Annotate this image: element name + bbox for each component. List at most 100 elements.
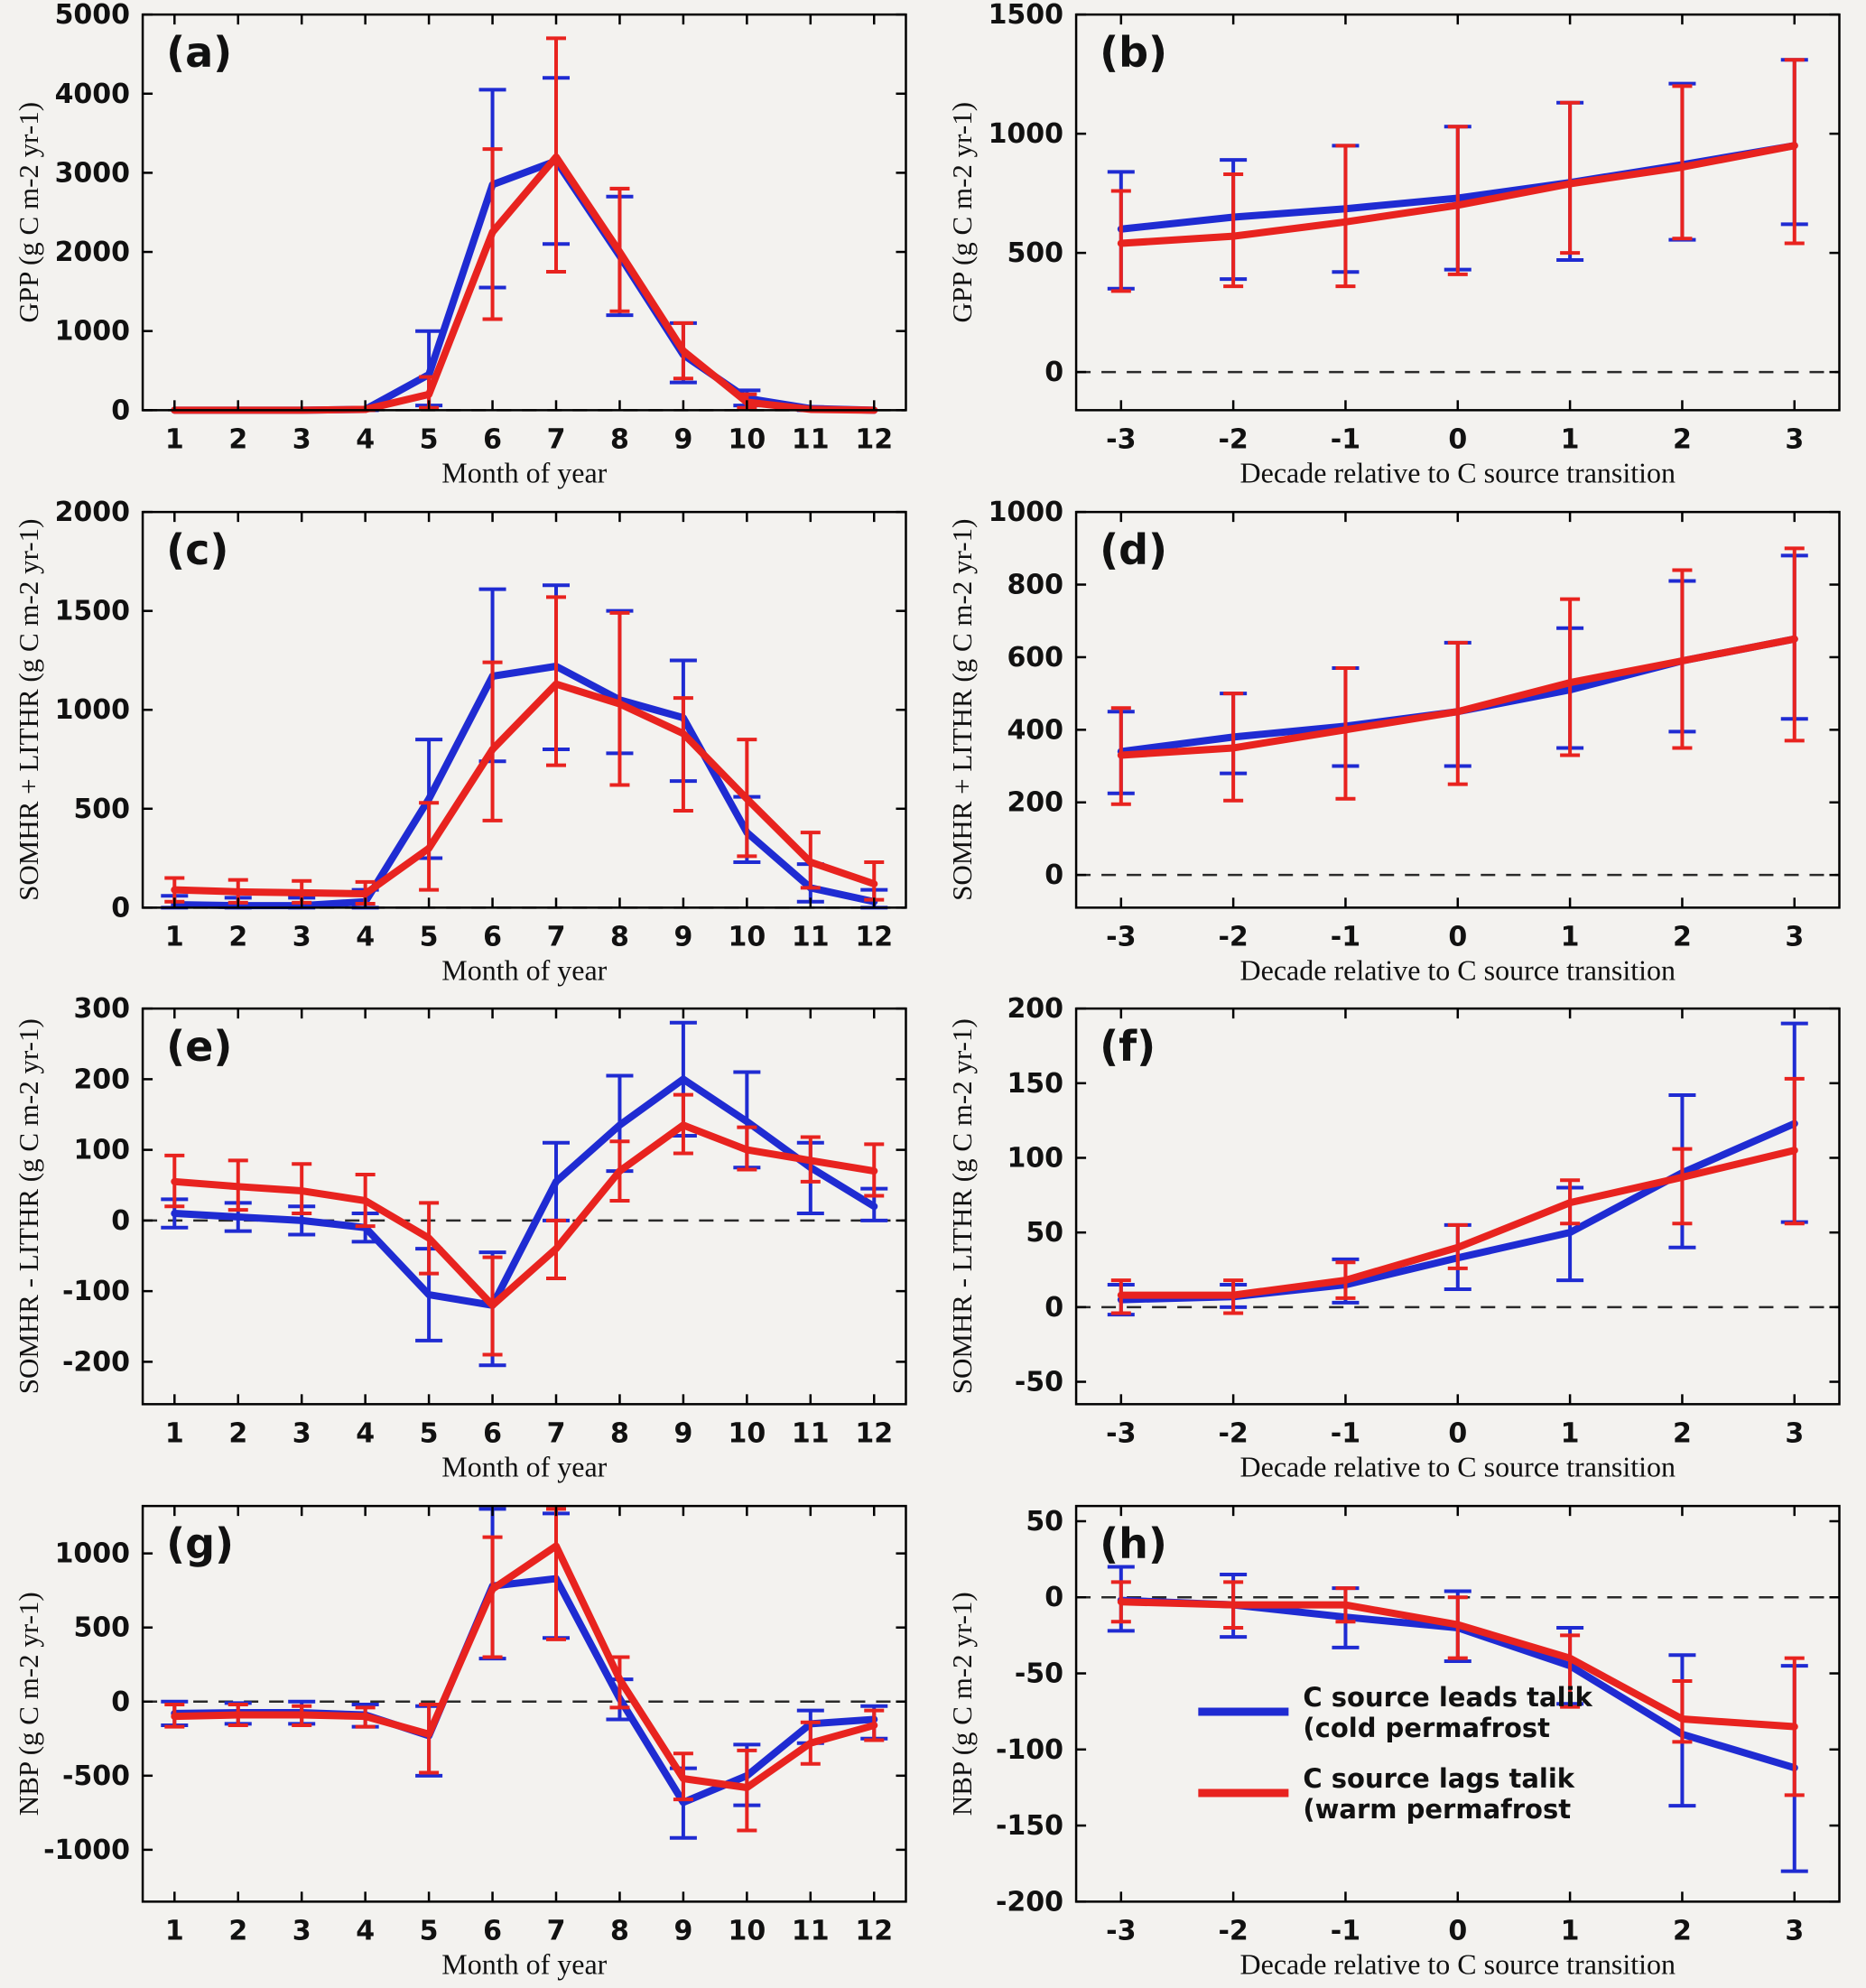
- x-axis-label: Month of year: [441, 456, 607, 488]
- x-tick-label: 3: [1785, 1915, 1804, 1946]
- y-axis-label: GPP (g C m-2 yr-1): [946, 102, 978, 323]
- y-tick-label: -500: [62, 1760, 130, 1791]
- y-axis-label: SOMHR - LITHR (g C m-2 yr-1): [946, 1018, 978, 1394]
- y-tick-label: -200: [62, 1346, 130, 1378]
- x-tick-label: 2: [1672, 1915, 1691, 1946]
- y-tick-label: 500: [73, 1612, 130, 1643]
- y-tick-label: 1000: [55, 1537, 131, 1569]
- y-tick-label: 0: [1044, 1582, 1063, 1613]
- x-tick-label: 0: [1448, 921, 1467, 952]
- chart-panel-c: 1 2 3 4 5 6 7 8 9 10 11 12 0 500 1000 1500 2000 Month of …: [0, 497, 933, 995]
- x-tick-label: 2: [228, 1915, 247, 1946]
- y-tick-label: 5000: [55, 0, 131, 31]
- series-red: [1110, 1076, 1805, 1315]
- x-tick-label: 0: [1448, 1915, 1467, 1946]
- x-tick-label: 1: [165, 423, 184, 455]
- x-tick-label: 1: [1560, 423, 1579, 455]
- y-tick-label: 500: [73, 793, 130, 824]
- data-line-red: [1117, 1147, 1798, 1299]
- x-tick-label: 6: [483, 1417, 502, 1449]
- x-tick-label: 11: [792, 921, 830, 952]
- x-tick-label: 5: [420, 423, 439, 455]
- y-tick-label: 100: [1007, 1142, 1063, 1174]
- x-axis-label: Decade relative to C source transition: [1239, 953, 1675, 986]
- x-tick-label: 7: [547, 1915, 566, 1946]
- x-tick-label: 11: [792, 1417, 830, 1449]
- y-tick-label: 0: [111, 1686, 130, 1717]
- x-tick-label: -1: [1330, 1417, 1360, 1449]
- legend-label-red: C source lags talik (warm permafrost: [1303, 1763, 1574, 1825]
- series-red: [1110, 58, 1805, 293]
- x-tick-label: 9: [673, 423, 692, 455]
- panel-letter: (a): [166, 28, 232, 77]
- y-tick-label: -1000: [43, 1834, 130, 1865]
- x-tick-label: -1: [1330, 921, 1360, 952]
- x-tick-label: 1: [165, 1915, 184, 1946]
- x-tick-label: 11: [792, 423, 830, 455]
- x-tick-label: 1: [1560, 1417, 1579, 1449]
- x-tick-label: 9: [673, 1915, 692, 1946]
- y-tick-label: 3000: [55, 157, 131, 189]
- x-tick-label: 8: [610, 423, 629, 455]
- y-tick-label: 1000: [988, 118, 1063, 150]
- y-tick-label: 0: [111, 395, 130, 426]
- x-axis-label: Month of year: [441, 1947, 607, 1980]
- series-red: [164, 1092, 885, 1357]
- data-line-blue: [171, 1075, 878, 1309]
- data-line-red: [171, 680, 878, 897]
- chart-svg-d: -3 -2 -1 0 1 2 3 0 200 400 600 800 1000 Decade relati…: [946, 497, 1841, 986]
- x-tick-label: 3: [292, 921, 311, 952]
- y-tick-label: -100: [62, 1276, 130, 1307]
- axis-box: [141, 1504, 907, 1903]
- axis-box: [141, 13, 907, 412]
- panel-letter: (h): [1100, 1519, 1167, 1568]
- x-tick-label: 0: [1448, 1417, 1467, 1449]
- data-line-red: [171, 1541, 878, 1791]
- x-tick-label: -2: [1218, 423, 1248, 455]
- y-tick-label: 200: [1007, 786, 1063, 818]
- x-tick-label: 1: [165, 921, 184, 952]
- legend-label-blue: C source leads talik (cold permafrost: [1303, 1681, 1592, 1742]
- axis-box: [1074, 510, 1841, 909]
- x-tick-label: -3: [1106, 423, 1136, 455]
- x-axis-label: Month of year: [441, 953, 607, 986]
- x-tick-label: 11: [792, 1915, 830, 1946]
- chart-panel-b: -3 -2 -1 0 1 2 3 0 500 1000 1500 Decade relative to…: [933, 0, 1866, 497]
- y-tick-label: 400: [1007, 714, 1063, 746]
- x-tick-label: 5: [420, 1915, 439, 1946]
- y-tick-label: 200: [1007, 994, 1063, 1025]
- x-tick-label: 5: [420, 1417, 439, 1449]
- x-tick-label: 2: [1672, 921, 1691, 952]
- x-tick-label: -1: [1330, 423, 1360, 455]
- y-axis-label: NBP (g C m-2 yr-1): [946, 1592, 978, 1816]
- x-tick-label: 4: [356, 921, 375, 952]
- x-tick-label: 2: [228, 1417, 247, 1449]
- y-axis-label: GPP (g C m-2 yr-1): [13, 102, 44, 323]
- chart-panel-h: -3 -2 -1 0 1 2 3 -200 -150 -100 -50 0 50 Decade relat…: [933, 1491, 1866, 1988]
- x-tick-label: 0: [1448, 423, 1467, 455]
- y-tick-label: 100: [73, 1135, 130, 1166]
- x-axis-label: Decade relative to C source transition: [1239, 1947, 1675, 1980]
- chart-svg-f: -3 -2 -1 0 1 2 3 -50 0 50 100 150 200 Decade relative…: [946, 994, 1841, 1482]
- series-red: [164, 594, 885, 906]
- y-tick-label: 800: [1007, 569, 1063, 600]
- y-tick-label: 50: [1026, 1505, 1063, 1537]
- y-tick-label: 0: [111, 1205, 130, 1237]
- y-tick-label: 2000: [55, 497, 131, 528]
- series-red: [164, 1506, 885, 1833]
- panel-letter: (f): [1100, 1022, 1156, 1071]
- y-tick-label: 500: [1007, 237, 1063, 269]
- x-tick-label: 1: [1560, 1915, 1579, 1946]
- y-tick-label: 1500: [988, 0, 1063, 31]
- x-tick-label: 6: [483, 921, 502, 952]
- x-tick-label: 6: [483, 1915, 502, 1946]
- y-tick-label: 150: [1007, 1068, 1063, 1100]
- x-tick-label: -2: [1218, 1915, 1248, 1946]
- y-tick-label: -50: [1014, 1658, 1063, 1689]
- chart-panel-g: 1 2 3 4 5 6 7 8 9 10 11 12 -1000 -500 0 500 1000 Month of…: [0, 1491, 933, 1988]
- y-tick-label: 0: [1044, 357, 1063, 388]
- y-axis-label: SOMHR + LITHR (g C m-2 yr-1): [946, 518, 978, 900]
- y-tick-label: 2000: [55, 237, 131, 268]
